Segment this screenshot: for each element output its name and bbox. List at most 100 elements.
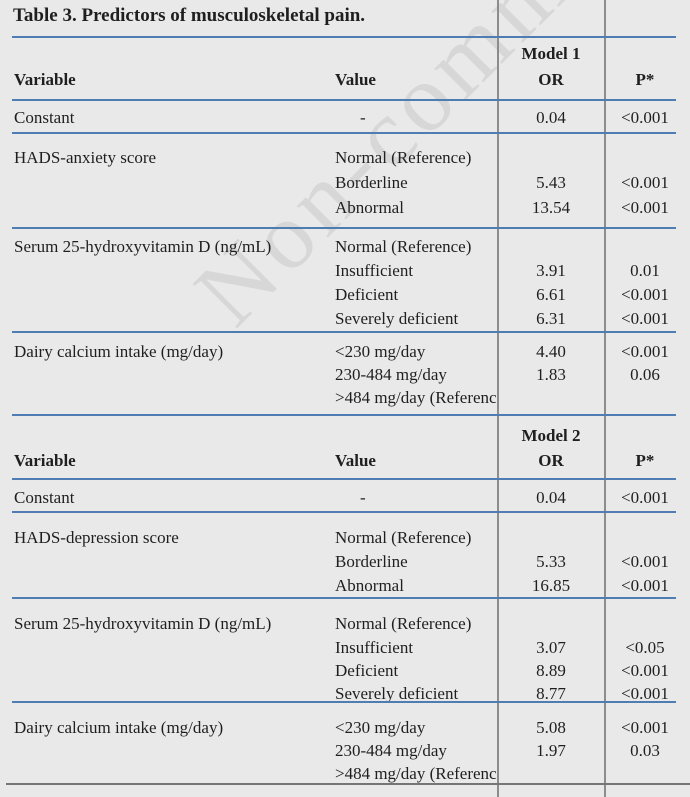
row-value: Normal (Reference) bbox=[335, 528, 472, 547]
row-value: Normal (Reference) bbox=[335, 237, 472, 256]
row-p: <0.001 bbox=[621, 108, 669, 127]
row-p: <0.001 bbox=[621, 684, 669, 703]
table-row: Borderline 5.43 <0.001 bbox=[0, 171, 690, 195]
rule-below-dairy-1 bbox=[12, 414, 676, 416]
row-value: Insufficient bbox=[335, 638, 414, 657]
row-p: <0.001 bbox=[621, 285, 669, 304]
row-or: 6.31 bbox=[536, 309, 566, 328]
row-or: 4.40 bbox=[536, 342, 566, 361]
row-p: <0.001 bbox=[621, 342, 669, 361]
row-or: 0.04 bbox=[536, 108, 566, 127]
row-value: 230-484 mg/day bbox=[335, 365, 447, 384]
row-value: <230 mg/day bbox=[335, 718, 426, 737]
table-row: Serum 25-hydroxyvitamin D (ng/mL) Normal… bbox=[0, 235, 690, 259]
model2-label: Model 2 bbox=[521, 426, 581, 445]
row-or: 13.54 bbox=[531, 198, 571, 217]
header-p: P* bbox=[635, 451, 655, 470]
row-p: <0.001 bbox=[621, 309, 669, 328]
table-row: Insufficient 3.91 0.01 bbox=[0, 259, 690, 283]
row-value: Severely deficient bbox=[335, 684, 459, 703]
table-row: Dairy calcium intake (mg/day) <230 mg/da… bbox=[0, 340, 690, 364]
model2-header-row: Model 2 bbox=[0, 424, 690, 448]
row-variable: Constant bbox=[14, 488, 75, 507]
row-value: Insufficient bbox=[335, 261, 414, 280]
row-value: - bbox=[360, 488, 366, 507]
rule-bottom bbox=[6, 783, 690, 785]
row-variable: HADS-anxiety score bbox=[14, 148, 157, 167]
table-row: HADS-depression score Normal (Reference) bbox=[0, 526, 690, 550]
rule-below-hads-anxiety bbox=[12, 227, 676, 229]
table-row: HADS-anxiety score Normal (Reference) bbox=[0, 146, 690, 170]
rule-below-constant-1 bbox=[12, 132, 676, 134]
row-p: <0.001 bbox=[621, 576, 669, 595]
table-row: Borderline 5.33 <0.001 bbox=[0, 550, 690, 574]
table-title: Table 3. Predictors of musculoskeletal p… bbox=[13, 5, 366, 26]
row-p: <0.001 bbox=[621, 661, 669, 680]
row-or: 1.83 bbox=[536, 365, 566, 384]
row-value: Severely deficient bbox=[335, 309, 459, 328]
row-value: >484 mg/day (Reference) bbox=[335, 764, 496, 783]
row-variable: Dairy calcium intake (mg/day) bbox=[14, 342, 224, 361]
table-row: Abnormal 13.54 <0.001 bbox=[0, 196, 690, 220]
row-value: Deficient bbox=[335, 661, 399, 680]
table-row: Deficient 6.61 <0.001 bbox=[0, 283, 690, 307]
row-value: Borderline bbox=[335, 552, 408, 571]
row-or: 6.61 bbox=[536, 285, 566, 304]
row-value: Abnormal bbox=[335, 576, 404, 595]
column-divider-or bbox=[497, 0, 499, 797]
row-value: Normal (Reference) bbox=[335, 148, 472, 167]
rule-below-serum-1 bbox=[12, 331, 676, 333]
row-or: 3.91 bbox=[536, 261, 566, 280]
row-or: 8.89 bbox=[536, 661, 566, 680]
row-or: 0.04 bbox=[536, 488, 566, 507]
table-row: Deficient 8.89 <0.001 bbox=[0, 659, 690, 683]
row-value: >484 mg/day (Reference) bbox=[335, 388, 496, 407]
row-p: <0.001 bbox=[621, 173, 669, 192]
row-variable: Serum 25-hydroxyvitamin D (ng/mL) bbox=[14, 237, 272, 256]
model1-label: Model 1 bbox=[521, 44, 581, 63]
header-variable: Variable bbox=[14, 451, 76, 470]
row-p: 0.03 bbox=[630, 741, 660, 760]
row-value: 230-484 mg/day bbox=[335, 741, 447, 760]
rule-below-constant-2 bbox=[12, 511, 676, 513]
row-or: 1.97 bbox=[536, 741, 566, 760]
row-variable: HADS-depression score bbox=[14, 528, 179, 547]
rule-below-serum-2 bbox=[12, 701, 676, 703]
rule-below-header-1 bbox=[12, 99, 676, 101]
table-row: Constant - 0.04 <0.001 bbox=[0, 106, 690, 130]
row-p: <0.05 bbox=[625, 638, 665, 657]
row-value: Deficient bbox=[335, 285, 399, 304]
row-p: <0.001 bbox=[621, 718, 669, 737]
header-or: OR bbox=[538, 451, 564, 470]
row-or: 5.08 bbox=[536, 718, 566, 737]
row-variable: Serum 25-hydroxyvitamin D (ng/mL) bbox=[14, 614, 272, 633]
column-divider-p bbox=[604, 0, 606, 797]
table-row: Abnormal 16.85 <0.001 bbox=[0, 574, 690, 598]
header-value: Value bbox=[335, 70, 376, 89]
row-or: 3.07 bbox=[536, 638, 566, 657]
table-row: Serum 25-hydroxyvitamin D (ng/mL) Normal… bbox=[0, 612, 690, 636]
row-value: Borderline bbox=[335, 173, 408, 192]
table-row: >484 mg/day (Reference) bbox=[0, 762, 690, 786]
row-p: <0.001 bbox=[621, 552, 669, 571]
table-row: 230-484 mg/day 1.83 0.06 bbox=[0, 363, 690, 387]
row-or: 8.77 bbox=[536, 684, 566, 703]
row-variable: Constant bbox=[14, 108, 75, 127]
table-header-row-1: Variable Value OR P* bbox=[0, 68, 690, 92]
table-row: Insufficient 3.07 <0.05 bbox=[0, 636, 690, 660]
table-row: >484 mg/day (Reference) bbox=[0, 386, 690, 410]
row-p: 0.01 bbox=[630, 261, 660, 280]
row-p: 0.06 bbox=[630, 365, 660, 384]
row-variable: Dairy calcium intake (mg/day) bbox=[14, 718, 224, 737]
header-value: Value bbox=[335, 451, 376, 470]
rule-below-title bbox=[12, 36, 676, 38]
header-p: P* bbox=[635, 70, 655, 89]
row-or: 5.43 bbox=[536, 173, 566, 192]
table-row: Severely deficient 8.77 <0.001 bbox=[0, 682, 690, 706]
row-p: <0.001 bbox=[621, 488, 669, 507]
row-p: <0.001 bbox=[621, 198, 669, 217]
header-variable: Variable bbox=[14, 70, 76, 89]
table-row: 230-484 mg/day 1.97 0.03 bbox=[0, 739, 690, 763]
table-row: Constant - 0.04 <0.001 bbox=[0, 486, 690, 510]
